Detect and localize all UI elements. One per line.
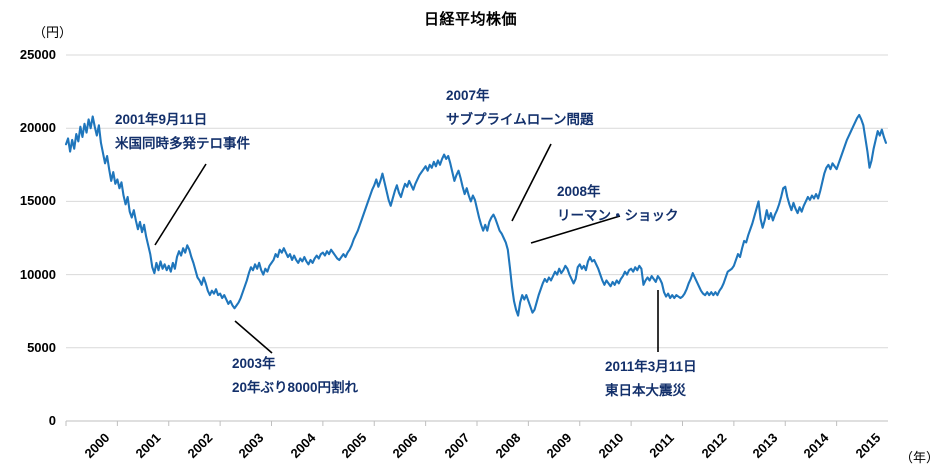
annotation-subprime-line1: 2007年 (446, 88, 490, 103)
y-axis-tick-label: 25000 (19, 47, 56, 62)
annotation-leader-line (234, 320, 273, 354)
y-axis-tick-label: 20000 (19, 120, 56, 136)
annotation-leader-line (511, 143, 552, 222)
annotation-earthquake: 2011年3月11日 東日本大震災 (605, 355, 697, 403)
annotation-subprime-line2: サブプライムローン問題 (446, 112, 594, 127)
annotation-2003-low-line1: 2003年 (232, 356, 276, 371)
y-axis-tick-label: 15000 (19, 193, 56, 209)
annotation-lehman-line2: リーマン・ショック (557, 208, 679, 223)
annotation-leader-lines (154, 143, 659, 354)
annotation-lehman: 2008年 リーマン・ショック (557, 180, 679, 228)
data-series-line (64, 113, 887, 317)
x-axis-unit-label: （年） (900, 450, 940, 465)
annotation-leader-line (530, 215, 621, 244)
y-axis-unit-label: （円） (33, 25, 73, 40)
y-axis-tick-label: 5000 (27, 339, 56, 355)
y-axis-tick-label: 0 (48, 413, 56, 428)
annotation-911-line2: 米国同時多発テロ事件 (115, 136, 250, 151)
annotation-earthquake-line2: 東日本大震災 (605, 383, 686, 398)
annotation-911-line1: 2001年9月11日 (115, 112, 208, 127)
annotation-leader-line (154, 163, 207, 246)
annotation-earthquake-line1: 2011年3月11日 (605, 359, 697, 374)
data-series-group (64, 113, 887, 317)
annotation-lehman-line1: 2008年 (557, 184, 601, 199)
annotation-subprime: 2007年 サブプライムローン問題 (446, 84, 594, 132)
y-axis-tick-label: 10000 (19, 266, 56, 282)
annotation-2003-low: 2003年 20年ぶり8000円割れ (232, 352, 358, 400)
x-axis-tick-marks (65, 421, 838, 426)
chart-title: 日経平均株価 (423, 11, 517, 28)
annotation-2003-low-line2: 20年ぶり8000円割れ (232, 380, 359, 395)
annotation-911: 2001年9月11日 米国同時多発テロ事件 (115, 108, 250, 156)
